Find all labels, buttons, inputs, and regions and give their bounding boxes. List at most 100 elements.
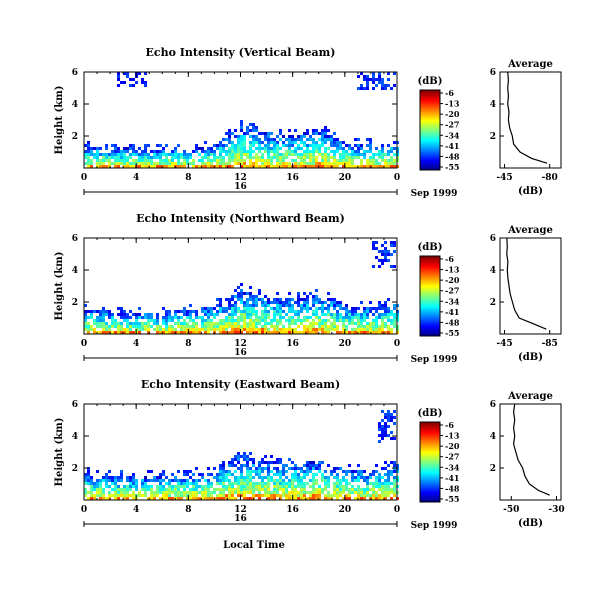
- echo-cell: [120, 81, 123, 84]
- echo-cell: [336, 150, 339, 153]
- echo-cell: [339, 307, 342, 310]
- echo-cell: [357, 147, 360, 150]
- echo-cell: [195, 144, 198, 147]
- echo-cell: [249, 488, 252, 491]
- echo-cell: [261, 328, 264, 331]
- echo-cell: [327, 153, 330, 156]
- echo-cell: [87, 479, 90, 482]
- echo-cell: [258, 470, 261, 473]
- colorbar-band: [420, 333, 440, 335]
- echo-cell: [267, 328, 270, 331]
- echo-cell: [327, 479, 330, 482]
- echo-cell: [393, 162, 396, 165]
- echo-cell: [279, 307, 282, 310]
- echo-cell: [291, 461, 294, 464]
- echo-cell: [378, 434, 381, 437]
- echo-cell: [201, 485, 204, 488]
- echo-cell: [306, 138, 309, 141]
- echo-cell: [378, 440, 381, 443]
- echo-cell: [333, 307, 336, 310]
- colorbar-frame: [419, 89, 441, 171]
- average-x-label: (dB): [518, 518, 543, 529]
- echo-cell: [342, 316, 345, 319]
- echo-cell: [378, 485, 381, 488]
- echo-cell: [267, 313, 270, 316]
- echo-cell: [291, 141, 294, 144]
- colorbar-band: [420, 462, 440, 464]
- echo-cell: [183, 150, 186, 153]
- echo-cell: [375, 464, 378, 467]
- echo-cell: [240, 144, 243, 147]
- echo-cell: [132, 84, 135, 87]
- echo-cell: [129, 144, 132, 147]
- echo-cell: [294, 313, 297, 316]
- echo-cell: [228, 147, 231, 150]
- echo-cell: [384, 84, 387, 87]
- echo-cell: [276, 461, 279, 464]
- echo-cell: [159, 144, 162, 147]
- echo-cell: [372, 241, 375, 244]
- echo-cell: [387, 153, 390, 156]
- echo-cell: [117, 485, 120, 488]
- echo-cell: [270, 331, 273, 334]
- echo-cell: [387, 319, 390, 322]
- echo-cell: [279, 482, 282, 485]
- echo-cell: [303, 494, 306, 497]
- echo-cell: [120, 473, 123, 476]
- echo-cell: [390, 482, 393, 485]
- echo-cell: [231, 150, 234, 153]
- echo-cell: [342, 150, 345, 153]
- echo-cell: [351, 470, 354, 473]
- colorbar-band: [420, 130, 440, 132]
- echo-cell: [390, 150, 393, 153]
- echo-cell: [183, 494, 186, 497]
- echo-cell: [264, 138, 267, 141]
- echo-cell: [183, 165, 186, 168]
- echo-cell: [234, 470, 237, 473]
- echo-cell: [261, 147, 264, 150]
- echo-cell: [381, 304, 384, 307]
- echo-cell: [273, 150, 276, 153]
- echo-cell: [351, 156, 354, 159]
- echo-cell: [102, 316, 105, 319]
- echo-cell: [282, 464, 285, 467]
- echo-cell: [180, 497, 183, 500]
- echo-cell: [123, 81, 126, 84]
- echo-cell: [117, 479, 120, 482]
- echo-cell: [162, 331, 165, 334]
- echo-cell: [102, 494, 105, 497]
- echo-cell: [336, 491, 339, 494]
- echo-cell: [183, 491, 186, 494]
- echo-cell: [240, 150, 243, 153]
- echo-cell: [255, 304, 258, 307]
- echo-cell: [342, 488, 345, 491]
- echo-cell: [279, 138, 282, 141]
- echo-cell: [144, 313, 147, 316]
- echo-cell: [282, 144, 285, 147]
- echo-cell: [87, 144, 90, 147]
- echo-cell: [261, 162, 264, 165]
- echo-cell: [312, 467, 315, 470]
- echo-cell: [126, 313, 129, 316]
- echo-cell: [384, 497, 387, 500]
- echo-cell: [249, 497, 252, 500]
- echo-cell: [228, 494, 231, 497]
- echo-cell: [114, 325, 117, 328]
- echo-cell: [84, 156, 87, 159]
- echo-cell: [339, 304, 342, 307]
- echo-cell: [243, 138, 246, 141]
- colorbar-band: [420, 441, 440, 443]
- echo-cell: [177, 497, 180, 500]
- echo-cell: [342, 485, 345, 488]
- echo-cell: [357, 319, 360, 322]
- echo-cell: [219, 494, 222, 497]
- echo-cell: [207, 497, 210, 500]
- echo-cell: [123, 147, 126, 150]
- echo-cell: [96, 491, 99, 494]
- colorbar-band: [420, 101, 440, 103]
- echo-cell: [252, 470, 255, 473]
- echo-cell: [375, 165, 378, 168]
- echo-cell: [96, 150, 99, 153]
- echo-cell: [327, 159, 330, 162]
- echo-cell: [279, 494, 282, 497]
